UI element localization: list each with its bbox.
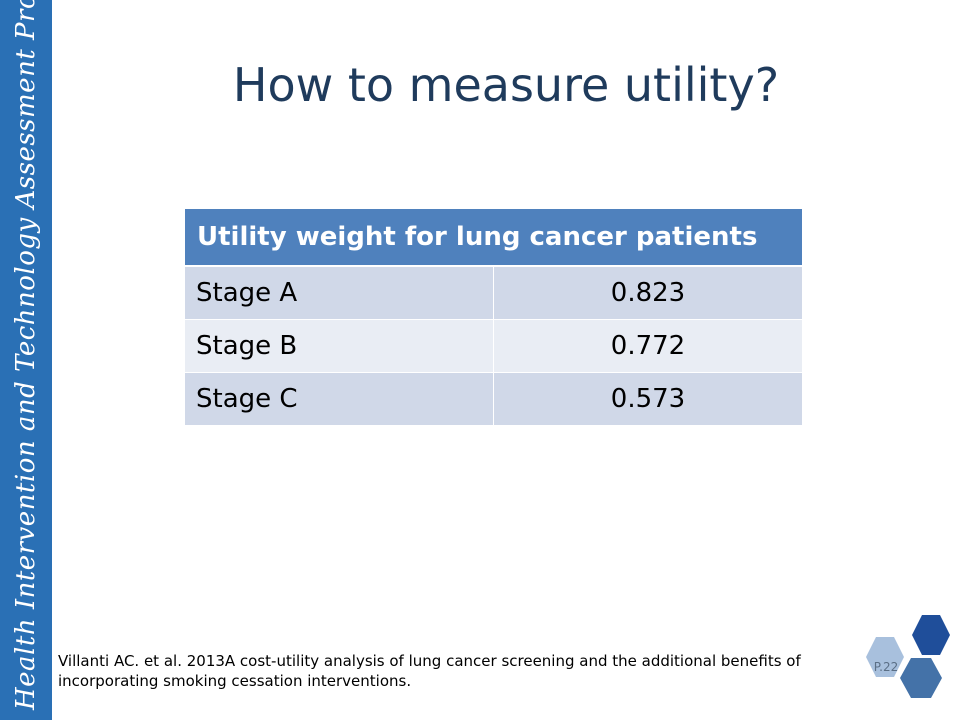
page-number: P.22	[873, 660, 899, 674]
stage-cell: Stage C	[185, 372, 494, 426]
stage-cell: Stage B	[185, 319, 494, 373]
citation-reference: Villanti AC. et al. 2013A cost-utility a…	[58, 652, 801, 690]
table-row: Stage B 0.772	[185, 319, 802, 373]
hexagon-light-shape	[866, 637, 904, 677]
utility-value-cell: 0.573	[493, 372, 802, 426]
utility-weight-table: Utility weight for lung cancer patients …	[185, 209, 802, 426]
sidebar-banner: Health Intervention and Technology Asses…	[0, 0, 52, 720]
table-header-row: Utility weight for lung cancer patients	[185, 209, 802, 267]
table-row: Stage A 0.823	[185, 266, 802, 320]
table-row: Stage C 0.573	[185, 372, 802, 426]
stage-cell: Stage A	[185, 266, 494, 320]
utility-value-cell: 0.823	[493, 266, 802, 320]
table-header: Utility weight for lung cancer patients	[185, 209, 802, 267]
utility-value-cell: 0.772	[493, 319, 802, 373]
hexagon-mid-shape	[900, 658, 942, 698]
hexagon-dark-shape	[912, 615, 950, 655]
program-name: Health Intervention and Technology Asses…	[11, 0, 41, 710]
hexagon-decoration	[866, 615, 950, 698]
slide-title: How to measure utility?	[232, 58, 780, 112]
